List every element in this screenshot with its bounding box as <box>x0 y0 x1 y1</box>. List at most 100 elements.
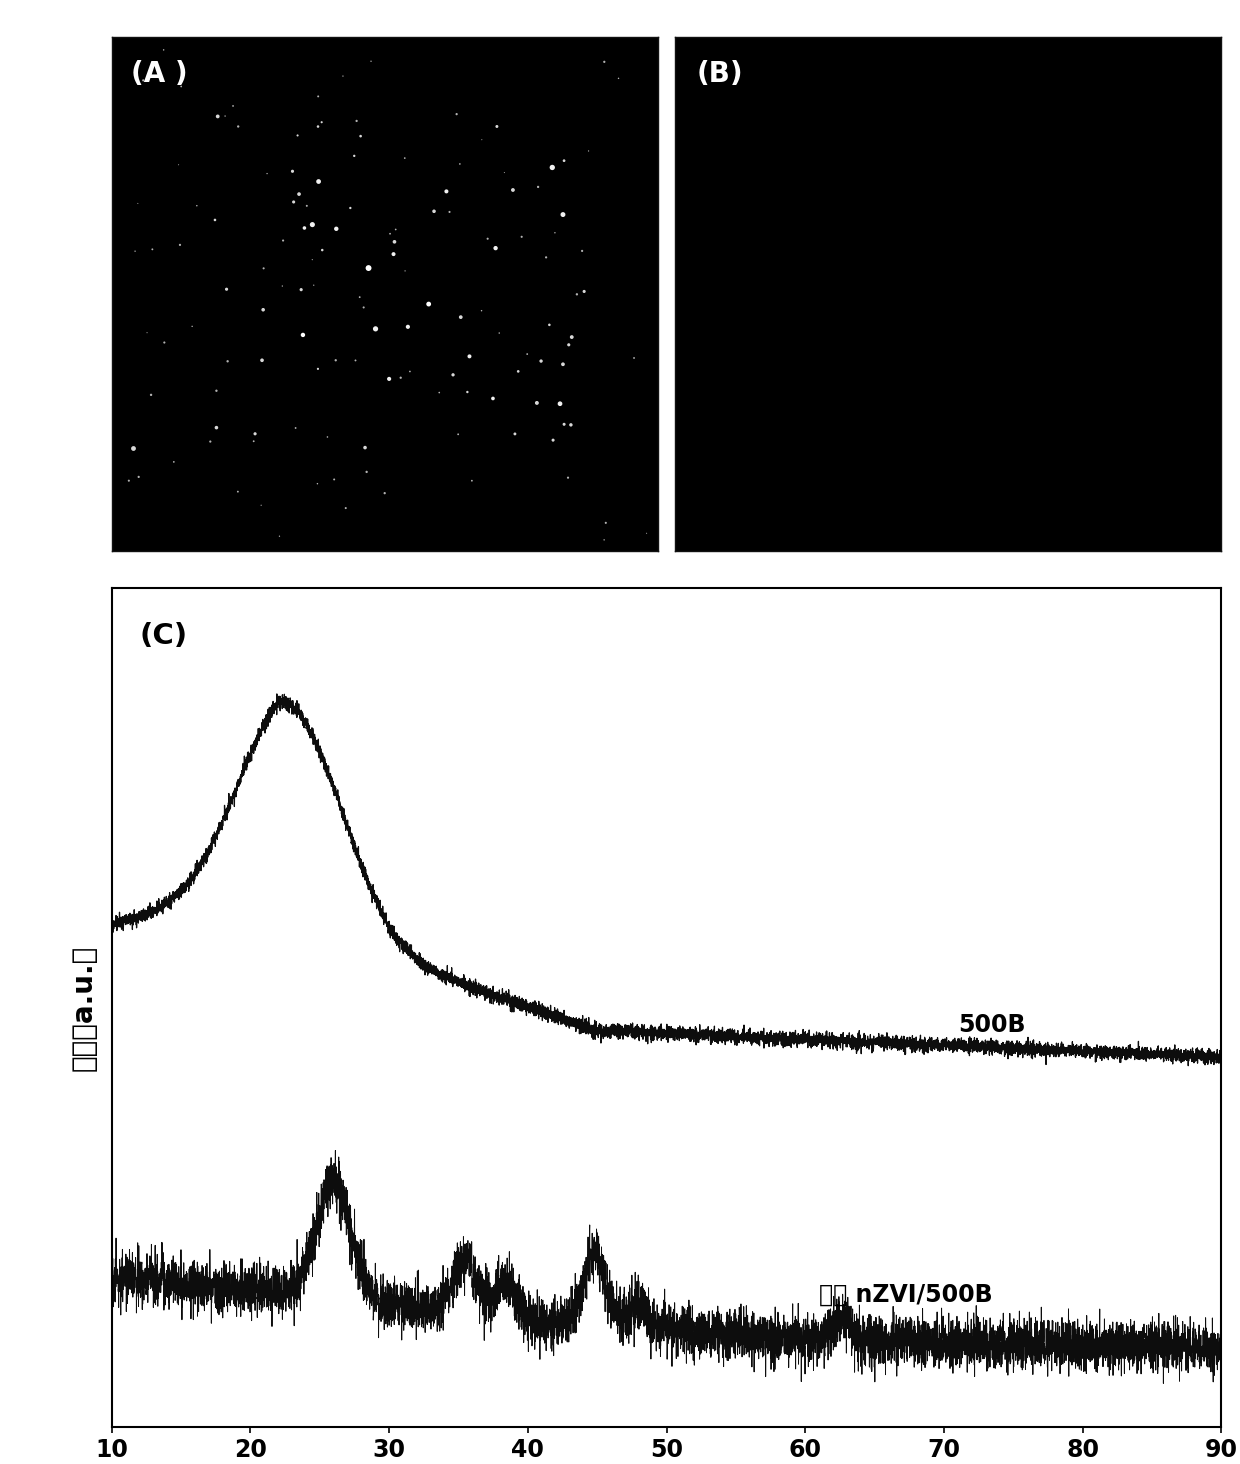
Point <box>254 256 274 280</box>
Text: 老化 nZVI/500B: 老化 nZVI/500B <box>820 1282 993 1307</box>
Point <box>472 127 492 151</box>
Point <box>288 124 308 148</box>
Point <box>119 468 139 492</box>
Point <box>394 146 414 170</box>
Point <box>594 50 614 73</box>
Point <box>309 85 329 108</box>
Point <box>223 94 243 117</box>
Point <box>141 384 161 407</box>
Point <box>291 278 311 302</box>
Point <box>396 259 415 283</box>
Point <box>164 451 184 474</box>
Point <box>443 363 463 386</box>
Point <box>216 104 236 127</box>
Point <box>308 357 327 381</box>
Point <box>351 124 371 148</box>
Point <box>460 344 480 367</box>
Point <box>309 170 329 193</box>
Point <box>293 324 312 347</box>
Point <box>503 179 523 202</box>
Point <box>155 331 175 354</box>
Point <box>208 105 228 129</box>
Point <box>273 228 293 252</box>
Point <box>326 217 346 240</box>
Point <box>138 321 157 344</box>
Point <box>594 529 614 552</box>
Point <box>517 343 537 366</box>
Point <box>553 353 573 376</box>
Point <box>512 225 532 249</box>
Point <box>554 413 574 436</box>
Point <box>429 381 449 404</box>
Point <box>357 460 377 483</box>
Text: (A ): (A ) <box>130 60 187 88</box>
Point <box>303 212 322 236</box>
Point <box>128 192 148 215</box>
Point <box>284 190 304 214</box>
Point <box>228 114 248 138</box>
Point <box>484 386 503 410</box>
Point <box>125 240 145 264</box>
Point <box>624 347 644 370</box>
Point <box>446 102 466 126</box>
Point <box>536 246 556 269</box>
Point <box>201 430 221 454</box>
Point <box>154 38 174 61</box>
Point <box>218 350 238 373</box>
Point <box>347 110 367 133</box>
Point <box>551 392 570 416</box>
Point <box>296 195 316 218</box>
Point <box>257 163 277 186</box>
Point <box>562 325 582 348</box>
Point <box>527 391 547 414</box>
Point <box>252 493 272 517</box>
Point <box>295 217 315 240</box>
Point <box>477 227 497 250</box>
Point <box>458 381 477 404</box>
Point <box>361 50 381 73</box>
Point <box>317 425 337 448</box>
Point <box>308 471 327 495</box>
Point <box>450 152 470 176</box>
Point <box>253 299 273 322</box>
Point <box>636 521 656 545</box>
Point <box>495 161 515 184</box>
Point <box>383 243 403 266</box>
Point <box>273 274 293 297</box>
Point <box>312 239 332 262</box>
Text: (B): (B) <box>697 60 743 88</box>
Point <box>546 221 565 244</box>
Point <box>207 416 227 439</box>
Point <box>207 379 227 403</box>
Point <box>558 466 578 489</box>
Point <box>609 67 629 91</box>
Point <box>440 201 460 224</box>
Point <box>398 315 418 338</box>
Point <box>384 230 404 253</box>
Point <box>572 239 591 262</box>
Point <box>366 318 386 341</box>
Point <box>324 467 343 490</box>
Point <box>379 367 399 391</box>
Point <box>217 278 237 302</box>
Point <box>289 183 309 206</box>
Point <box>341 196 361 220</box>
Point <box>170 233 190 256</box>
Point <box>355 436 374 460</box>
Point <box>528 176 548 199</box>
Point <box>334 64 353 88</box>
Point <box>553 203 573 227</box>
Point <box>244 429 264 452</box>
Point <box>596 511 616 534</box>
Point <box>542 155 562 179</box>
Point <box>448 423 467 447</box>
Point <box>346 348 366 372</box>
Point <box>424 199 444 223</box>
Point <box>143 237 162 261</box>
Point <box>451 306 471 329</box>
Point <box>326 348 346 372</box>
Point <box>124 436 144 460</box>
Point <box>187 195 207 218</box>
Point <box>374 482 394 505</box>
Point <box>171 75 191 98</box>
